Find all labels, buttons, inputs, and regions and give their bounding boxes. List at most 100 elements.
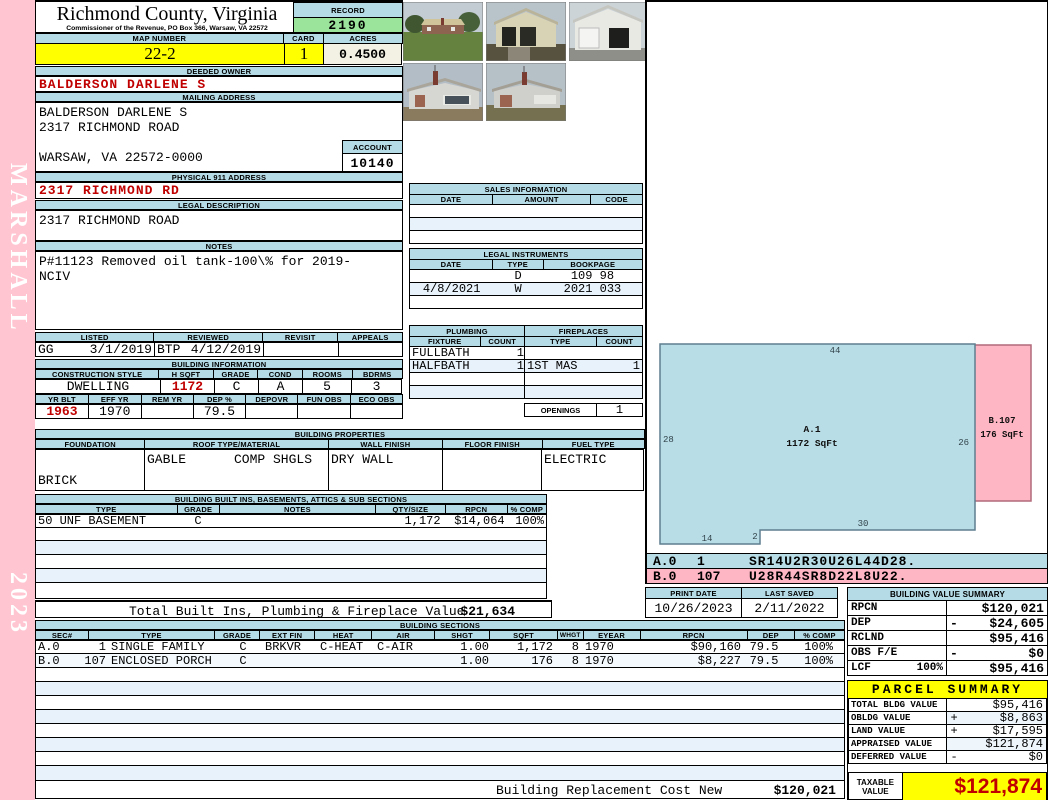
replacement-cost-label: Building Replacement Cost New xyxy=(496,783,723,798)
mailing-line: 2317 RICHMOND ROAD xyxy=(39,120,180,135)
section-grade: C xyxy=(239,653,247,668)
construction-style-label: CONSTRUCTION STYLE xyxy=(35,369,160,379)
instrument-type-label: TYPE xyxy=(491,259,544,270)
builtin-qty-label: QTY/SIZE xyxy=(375,504,446,514)
section-sec: A.0 xyxy=(38,640,60,654)
parcel-summary-panel: PARCEL SUMMARY TOTAL BLDG VALUE $95,416 … xyxy=(847,680,1048,800)
bvs-label: RCLND xyxy=(851,632,885,644)
roof-value: GABLE COMP SHGLS xyxy=(144,449,329,491)
openings-label: OPENINGS xyxy=(524,403,597,417)
ecoobs-value xyxy=(350,404,404,419)
fireplaces-panel: FIREPLACES TYPE COUNT 1ST MAS 1 xyxy=(524,325,643,403)
section-type: SINGLE FAMILY xyxy=(111,640,205,654)
bvs-value: $95,416 xyxy=(989,660,1044,676)
section-sqft: 1,172 xyxy=(516,640,553,654)
section-empty-row xyxy=(35,765,845,781)
foundation-value: BRICK xyxy=(35,449,145,491)
rooms-label: ROOMS xyxy=(302,369,353,379)
reviewed-value: BTP 4/12/2019 xyxy=(154,342,264,357)
vector-path: SR14U2R30U26L44D28. xyxy=(749,553,917,569)
reviewed-by: BTP xyxy=(157,342,181,357)
section-a-sqft: 1172 SqFt xyxy=(786,438,837,449)
legal-description-label: LEGAL DESCRIPTION xyxy=(35,200,403,210)
instrument-date: 4/8/2021 xyxy=(422,282,481,296)
cond-value: A xyxy=(258,379,303,394)
foundation-text: BRICK xyxy=(38,473,78,488)
fixture-value: FULLBATH xyxy=(412,346,470,360)
section-heat: C-HEAT xyxy=(320,640,364,654)
mailing-line: WARSAW, VA 22572-0000 xyxy=(39,150,203,165)
parcel-label: OBLDG VALUE xyxy=(848,711,948,725)
bvs-label-cell: RCLND xyxy=(847,630,947,646)
fixture-count: 1 xyxy=(516,346,524,360)
bvs-label-cell: LCF 100% xyxy=(847,660,947,676)
sales-empty-row xyxy=(409,230,643,244)
depovr-value xyxy=(245,404,299,419)
fireplace-count: 1 xyxy=(632,359,640,373)
section-whgt: 8 xyxy=(571,653,579,668)
mailing-address-block: BALDERSON DARLENE S 2317 RICHMOND ROAD W… xyxy=(35,102,403,172)
effyr-value: 1970 xyxy=(87,404,142,419)
bvs-op: - xyxy=(950,645,958,661)
section-rpcn: $90,160 xyxy=(690,640,741,654)
sidebar: MARSHALL 2023 xyxy=(0,0,35,800)
hsqft-label: H SQFT xyxy=(158,369,214,379)
fuel-type-value: ELECTRIC xyxy=(541,449,644,491)
property-photo-2 xyxy=(486,2,566,61)
section-empty-row xyxy=(35,751,845,766)
builtin-empty-row xyxy=(35,582,547,599)
grade-label: GRADE xyxy=(212,369,259,379)
county-subtitle: Commissioner of the Revenue, PO Box 366,… xyxy=(66,25,268,32)
section-empty-row xyxy=(35,681,845,696)
parcel-label: LAND VALUE xyxy=(848,724,948,738)
section-sec: B.0 xyxy=(38,653,60,668)
account-value: 10140 xyxy=(342,153,403,174)
account-box: ACCOUNT 10140 xyxy=(342,140,403,174)
bvs-value-cell: - $0 xyxy=(946,645,1048,661)
building-properties-values: BRICK GABLE COMP SHGLS DRY WALL ELECTRIC xyxy=(35,449,645,491)
parcel-value-cell: + $17,595 xyxy=(946,724,1047,738)
instrument-row: D 109 98 xyxy=(409,269,643,283)
fireplace-row xyxy=(524,346,643,360)
instrument-type: W xyxy=(514,282,522,296)
instrument-date-label: DATE xyxy=(409,259,493,270)
parcel-op: - xyxy=(950,750,958,764)
bvs-label-cell: DEP xyxy=(847,615,947,631)
funobs-value xyxy=(297,404,352,419)
parcel-label: DEFERRED VALUE xyxy=(848,750,948,764)
card-value: 1 xyxy=(284,43,324,65)
fireplace-type xyxy=(525,347,600,359)
instrument-book: 2021 033 xyxy=(563,282,622,296)
listed-by: GG xyxy=(38,342,54,357)
builtins-total-value: $21,634 xyxy=(460,604,515,618)
builtin-empty-row xyxy=(35,568,547,583)
parcel-summary-title: PARCEL SUMMARY xyxy=(848,681,1047,699)
bvs-row: OBS F/E - $0 xyxy=(847,645,1048,661)
section-b-id: B.107 xyxy=(988,416,1015,426)
fireplace-type-label: TYPE xyxy=(524,336,597,347)
section-grade: C xyxy=(239,640,247,654)
notes-label: NOTES xyxy=(35,241,403,251)
dep-label: DEP xyxy=(746,630,795,640)
builtins-total-row: Total Built Ins, Plumbing & Fireplace Va… xyxy=(35,600,552,618)
parcel-value: $17,595 xyxy=(992,724,1043,738)
record-box: RECORD 2190 xyxy=(293,2,403,33)
building-info-row1-values: DWELLING 1172 C A 5 3 xyxy=(35,379,403,394)
mailing-line: BALDERSON DARLENE S xyxy=(39,105,188,120)
bvs-value: $120,021 xyxy=(981,600,1044,616)
hsqft-value: 1172 xyxy=(160,379,215,394)
section-num: 107 xyxy=(84,653,106,668)
effyr-label: EFF YR xyxy=(87,394,142,404)
bvs-value-cell: $120,021 xyxy=(946,600,1048,616)
section-empty-row xyxy=(35,667,845,682)
building-info-row2-values: 1963 1970 79.5 xyxy=(35,404,404,419)
instrument-bookpage-label: BOOKPAGE xyxy=(542,259,643,270)
listed-value: GG 3/1/2019 xyxy=(35,342,155,357)
roof-material-text: COMP SHGLS xyxy=(233,452,312,467)
parcel-value-cell: $121,874 xyxy=(946,737,1047,751)
dim-notch-h: 2 xyxy=(752,532,757,542)
section-dep: 79.5 xyxy=(749,653,779,668)
section-comp: 100% xyxy=(804,653,833,668)
instrument-book xyxy=(543,296,642,308)
bvs-row: DEP - $24,605 xyxy=(847,615,1048,631)
